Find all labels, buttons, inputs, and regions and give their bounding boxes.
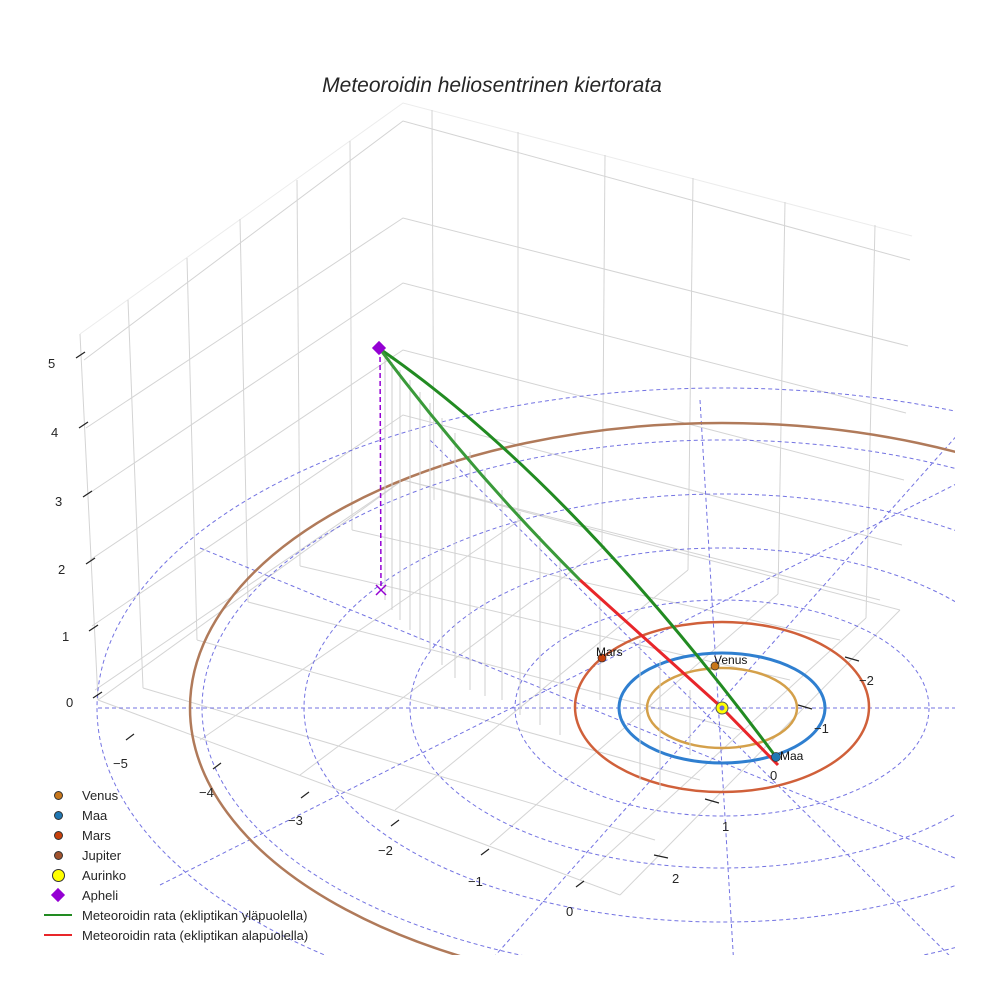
legend-diamond-icon bbox=[50, 887, 66, 903]
venus-marker[interactable] bbox=[710, 661, 720, 671]
legend-label: Maa bbox=[82, 807, 108, 823]
axis-tick-marks bbox=[75, 351, 860, 888]
apheli-projection-line bbox=[379, 348, 382, 591]
chart-title: Meteoroidin heliosentrinen kiertorata bbox=[322, 74, 662, 97]
legend-item[interactable]: Mars bbox=[36, 825, 308, 845]
legend-line-icon bbox=[44, 933, 72, 937]
legend-item[interactable]: Venus bbox=[36, 785, 308, 805]
x-tick-m4: −4 bbox=[199, 785, 214, 800]
z-tick-1: 1 bbox=[62, 629, 69, 644]
trajectory-drop-lines bbox=[384, 355, 691, 790]
apheli-projection-x-icon bbox=[375, 584, 387, 596]
legend-item[interactable]: Aurinko bbox=[36, 865, 308, 885]
y-tick-m2: −2 bbox=[859, 673, 874, 688]
legend-item[interactable]: Jupiter bbox=[36, 845, 308, 865]
trajectory-above-ecliptic-back bbox=[378, 348, 582, 582]
jupiter-orbit bbox=[188, 421, 955, 955]
legend-label: Apheli bbox=[82, 887, 119, 903]
y-tick-m1: −1 bbox=[814, 721, 829, 736]
planet-orbits bbox=[188, 421, 955, 955]
legend-dot-icon bbox=[53, 790, 63, 800]
y-tick-1: 1 bbox=[722, 819, 729, 834]
legend-item[interactable]: Meteoroidin rata (ekliptikan yläpuolella… bbox=[36, 905, 308, 925]
legend-label: Meteoroidin rata (ekliptikan alapuolella… bbox=[82, 927, 309, 943]
venus-label: Venus bbox=[714, 653, 747, 667]
legend-dot-icon bbox=[53, 810, 63, 820]
y-tick-0: 0 bbox=[770, 768, 777, 783]
legend-dot-icon bbox=[53, 850, 63, 860]
legend-label: Aurinko bbox=[82, 867, 127, 883]
mars-orbit bbox=[573, 620, 871, 794]
trajectory-below-ecliptic bbox=[578, 578, 780, 767]
z-tick-3: 3 bbox=[55, 494, 62, 509]
legend-label: Meteoroidin rata (ekliptikan yläpuolella… bbox=[82, 907, 308, 923]
earth-marker[interactable] bbox=[771, 752, 781, 762]
mars-marker[interactable] bbox=[597, 653, 607, 663]
legend-label: Mars bbox=[82, 827, 111, 843]
y-tick-2: 2 bbox=[672, 871, 679, 886]
legend: Venus Maa Mars Jupiter Aurinko Apheli Meteoroi… bbox=[36, 785, 308, 945]
mars-label: Mars bbox=[596, 645, 623, 659]
legend-dot-icon bbox=[53, 830, 63, 840]
legend-item[interactable]: Apheli bbox=[36, 885, 308, 905]
z-tick-2: 2 bbox=[58, 562, 65, 577]
x-tick-m2: −2 bbox=[378, 843, 393, 858]
legend-label: Venus bbox=[82, 787, 119, 803]
z-tick-4: 4 bbox=[51, 425, 58, 440]
legend-item[interactable]: Meteoroidin rata (ekliptikan alapuolella… bbox=[36, 925, 308, 945]
z-tick-5: 5 bbox=[48, 356, 55, 371]
earth-orbit bbox=[617, 651, 827, 765]
x-tick-0: 0 bbox=[566, 904, 573, 919]
z-tick-0: 0 bbox=[66, 695, 73, 710]
axes-box bbox=[79, 102, 913, 896]
trajectory-above-ecliptic bbox=[379, 347, 778, 758]
x-tick-m3: −3 bbox=[288, 813, 303, 828]
legend-item[interactable]: Maa bbox=[36, 805, 308, 825]
legend-dot-icon bbox=[51, 868, 65, 882]
maa-label: Maa bbox=[780, 749, 804, 763]
x-tick-m1: −1 bbox=[468, 874, 483, 889]
apheli-marker[interactable] bbox=[371, 340, 387, 356]
legend-label: Jupiter bbox=[82, 847, 122, 863]
venus-orbit bbox=[645, 666, 799, 750]
x-tick-m5: −5 bbox=[113, 756, 128, 771]
legend-line-icon bbox=[44, 913, 72, 917]
